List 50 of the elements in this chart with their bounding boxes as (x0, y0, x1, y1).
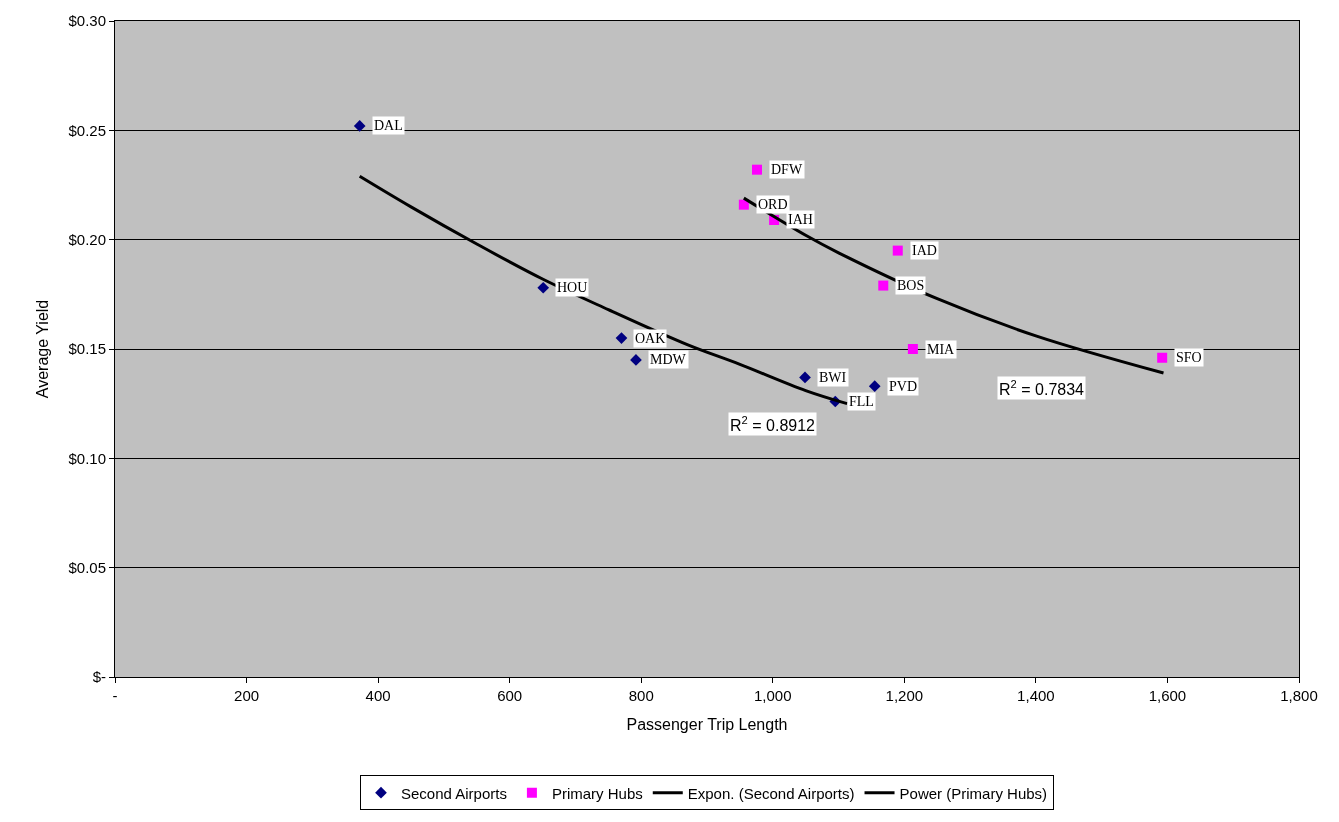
annotation: R$^{2}$ = 0.7834 (999, 378, 1085, 398)
annotation: OAK (635, 331, 666, 346)
annotation: PVD (889, 379, 918, 394)
legend-label: Expon. (Second Airports) (687, 784, 855, 802)
y-tick-label: $0.20 (68, 230, 106, 248)
x-tick-label: - (112, 687, 118, 704)
x-tick-label: 1,000 (754, 687, 792, 704)
point (751, 164, 762, 175)
x-tick-label: 400 (365, 687, 391, 704)
x-tick-label: 1,400 (1017, 687, 1055, 704)
legend-label: Second Airports (401, 784, 507, 802)
x-axis-title: Passenger Trip Length (626, 715, 788, 733)
point (799, 371, 811, 384)
x-tick-label: 800 (628, 687, 654, 704)
point (537, 281, 550, 294)
annotation: IAD (912, 243, 937, 258)
point (907, 344, 918, 354)
annotation: DFW (771, 162, 803, 177)
point (1157, 352, 1168, 363)
y-tick-label: $- (92, 668, 106, 686)
point (353, 120, 366, 132)
x-tick-label: 1,600 (1148, 687, 1187, 704)
annotation: HOU (557, 280, 588, 295)
y-axis-title: Average Yield (34, 299, 52, 399)
annotation: ORD (758, 197, 788, 212)
annotation: R$^{2}$ = 0.8912 (730, 414, 816, 434)
point (878, 280, 889, 291)
legend-label: Power (Primary Hubs) (899, 784, 1048, 802)
y-tick-label: $0.30 (68, 12, 106, 30)
y-tick-label: $0.15 (68, 340, 106, 358)
annotation: BOS (897, 278, 925, 293)
point (615, 332, 628, 344)
x-tick-label: 1,200 (885, 687, 924, 704)
annotation: FLL (849, 394, 874, 409)
annotation: MDW (650, 352, 687, 367)
annotation: MIA (927, 342, 956, 357)
point (738, 199, 749, 210)
x-tick-label: 1,800 (1280, 687, 1318, 704)
annotation: BWI (819, 370, 847, 385)
annotation: DAL (374, 118, 403, 133)
legend-label: Primary Hubs (551, 784, 643, 802)
x-tick-label: 200 (234, 687, 260, 704)
y-tick-label: $0.25 (68, 121, 106, 139)
point (892, 245, 903, 256)
annotation: IAH (788, 212, 813, 227)
annotation: SFO (1176, 350, 1202, 365)
x-tick-label: 600 (497, 687, 523, 704)
point (868, 380, 881, 393)
y-tick-label: $0.05 (68, 558, 106, 576)
y-tick-label: $0.10 (68, 449, 106, 467)
